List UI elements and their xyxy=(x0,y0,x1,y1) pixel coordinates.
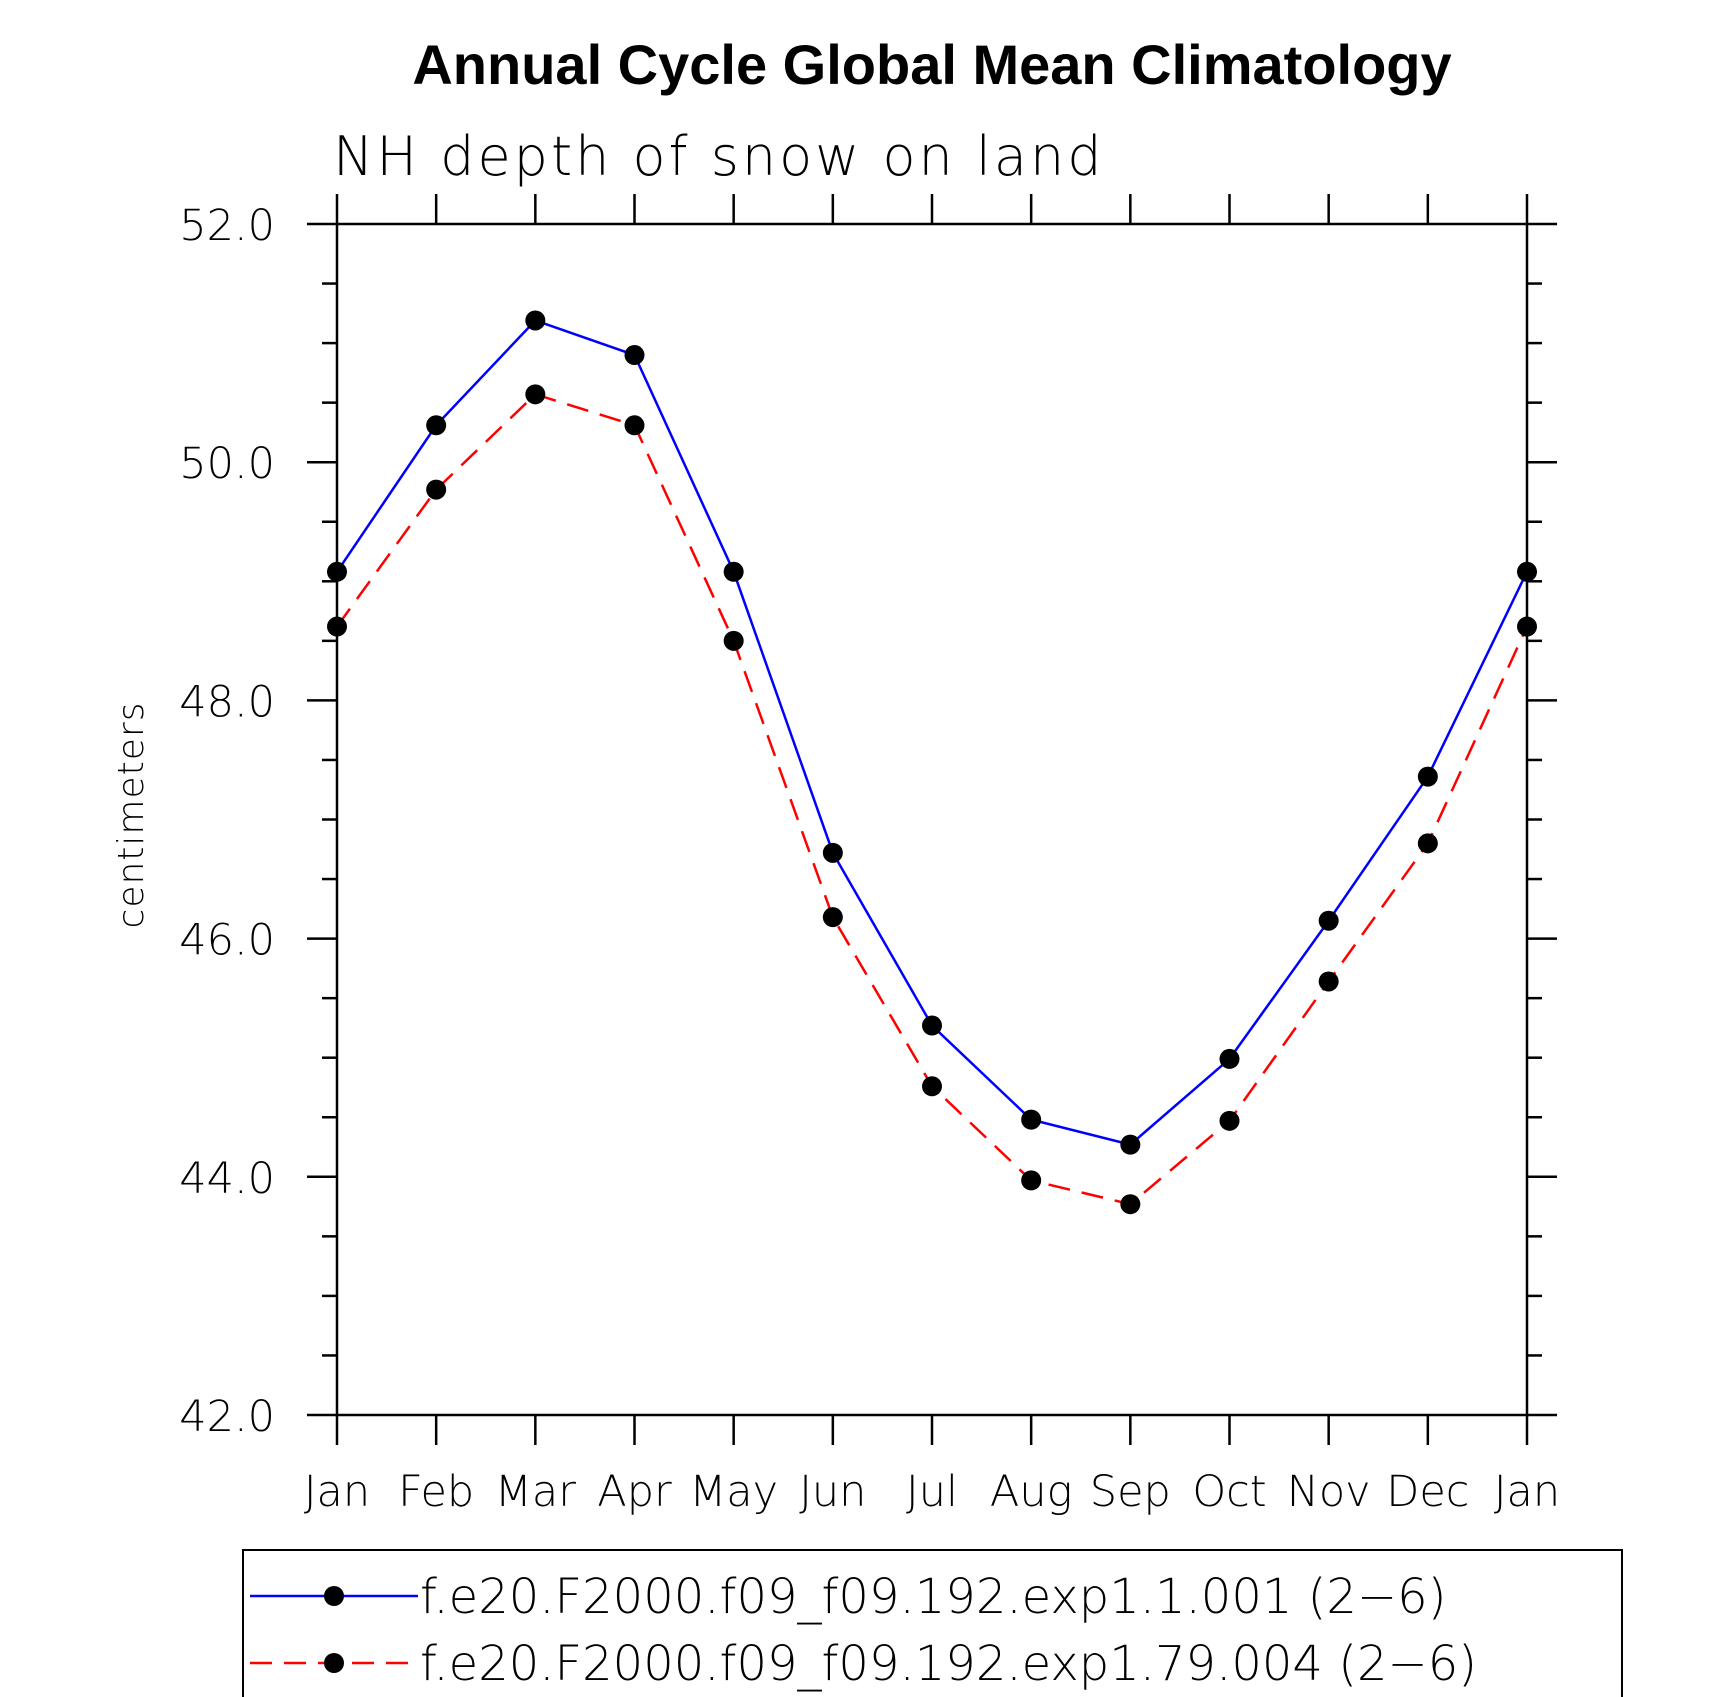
x-tick-label: Jan xyxy=(1494,1467,1560,1517)
data-point xyxy=(1417,833,1438,854)
data-point xyxy=(822,907,843,928)
data-point xyxy=(525,310,546,331)
data-point xyxy=(922,1015,942,1036)
chart-subtitle: NH depth of snow on land xyxy=(333,125,1104,188)
y-tick-label: 48.0 xyxy=(179,677,275,727)
data-point xyxy=(1517,616,1537,637)
data-point xyxy=(1318,971,1339,992)
data-point xyxy=(1021,1109,1042,1130)
data-point xyxy=(1219,1110,1240,1131)
chart-title: Annual Cycle Global Mean Climatology xyxy=(412,33,1451,96)
x-tick-label: Aug xyxy=(990,1467,1072,1517)
plot-frame xyxy=(335,222,1529,1417)
legend: f.e20.F2000.f09_f09.192.exp1.1.001 (2−6)… xyxy=(242,1549,1623,1697)
x-tick-label: May xyxy=(689,1467,778,1517)
y-tick-labels: 52.0 50.0 48.0 46.0 44.0 42.0 xyxy=(179,201,275,1442)
data-point xyxy=(1517,561,1537,582)
data-point xyxy=(426,415,447,436)
y-tick-label: 44.0 xyxy=(179,1154,275,1204)
y-tick-label: 50.0 xyxy=(179,439,275,489)
y-axis-label: centimeters xyxy=(111,702,152,929)
data-point xyxy=(723,561,744,582)
data-point xyxy=(723,630,744,651)
data-point xyxy=(327,616,347,637)
data-point xyxy=(624,415,645,436)
x-tick-label: Oct xyxy=(1192,1467,1266,1517)
x-tick-label: Sep xyxy=(1090,1467,1171,1517)
legend-marker-1 xyxy=(324,1586,344,1606)
legend-box xyxy=(242,1549,1623,1697)
data-point xyxy=(525,384,546,405)
legend-label-1: f.e20.F2000.f09_f09.192.exp1.1.001 (2−6) xyxy=(420,1569,1446,1625)
legend-label-2: f.e20.F2000.f09_f09.192.exp1.79.004 (2−6… xyxy=(420,1636,1477,1692)
x-tick-label: Apr xyxy=(597,1467,672,1517)
y-tick-label: 52.0 xyxy=(179,201,275,251)
axes-frame xyxy=(307,194,1557,1445)
data-point xyxy=(327,561,347,582)
data-point xyxy=(1120,1134,1141,1155)
x-tick-label: Jul xyxy=(906,1467,958,1517)
x-tick-label: Dec xyxy=(1386,1467,1469,1517)
x-tick-label: Jan xyxy=(304,1467,370,1517)
data-point xyxy=(426,479,447,500)
x-tick-label: Mar xyxy=(495,1467,576,1517)
x-tick-label: Feb xyxy=(398,1467,474,1517)
data-point xyxy=(822,842,843,863)
legend-items: f.e20.F2000.f09_f09.192.exp1.1.001 (2−6)… xyxy=(250,1569,1477,1692)
series-group xyxy=(327,310,1537,1215)
data-point xyxy=(1120,1194,1141,1215)
x-tick-label: Nov xyxy=(1287,1467,1371,1517)
y-tick-label: 46.0 xyxy=(179,916,275,966)
x-tick-label: Jun xyxy=(799,1467,866,1517)
legend-marker-2 xyxy=(324,1653,344,1673)
data-point xyxy=(1021,1170,1042,1191)
data-point xyxy=(624,345,645,366)
y-tick-label: 42.0 xyxy=(179,1392,275,1442)
x-tick-labels: Jan Feb Mar Apr May Jun Jul Aug Sep Oct Nov Dec Jan xyxy=(304,1467,1560,1517)
data-point xyxy=(1417,766,1438,787)
data-point xyxy=(922,1076,942,1097)
data-point xyxy=(1318,910,1339,931)
data-point xyxy=(1219,1048,1240,1069)
